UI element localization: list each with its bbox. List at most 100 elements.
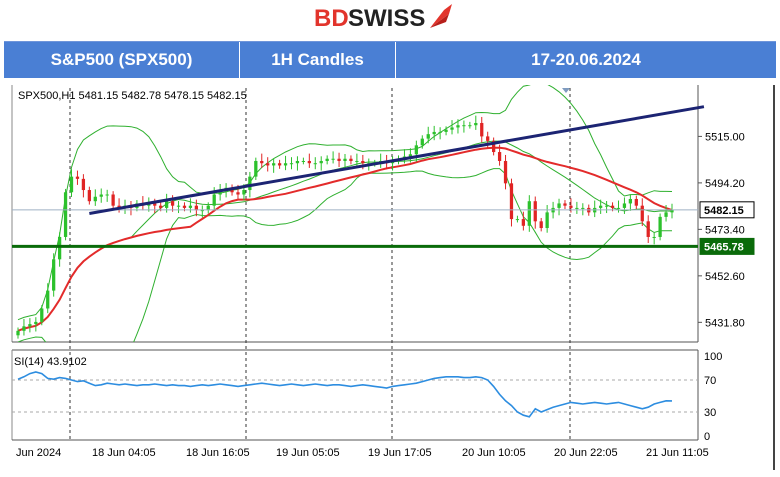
price-tick-label: 5515.00 bbox=[705, 131, 745, 143]
candle-body bbox=[165, 201, 169, 208]
candle-body bbox=[545, 212, 549, 229]
header-banner: S&P500 (SPX500) 1H Candles 17-20.06.2024 bbox=[4, 41, 776, 78]
candle-body bbox=[277, 163, 282, 166]
candle-body bbox=[474, 122, 478, 126]
candle-body bbox=[153, 203, 157, 206]
candle-body bbox=[408, 154, 413, 157]
candle-body bbox=[343, 158, 347, 161]
candle-body bbox=[575, 207, 579, 209]
candle-body bbox=[57, 236, 62, 260]
candle-body bbox=[99, 194, 103, 197]
time-tick-label: 18 Jun 04:05 bbox=[92, 447, 156, 459]
candle-body bbox=[16, 330, 20, 336]
rsi-tick-label: 100 bbox=[704, 351, 722, 363]
candle-body bbox=[63, 192, 68, 237]
trendline bbox=[89, 105, 705, 215]
candle-body bbox=[539, 221, 543, 229]
candle-body bbox=[283, 163, 288, 166]
logo-flag-icon bbox=[430, 4, 452, 28]
rsi-line bbox=[17, 371, 673, 418]
support-price-tag bbox=[699, 237, 755, 255]
logo-text-swiss: SWISS bbox=[348, 5, 425, 32]
candle-body bbox=[22, 326, 26, 331]
candle-body bbox=[361, 160, 365, 164]
logo-text-bd: BD bbox=[314, 5, 349, 32]
time-tick-label: 20 Jun 22:05 bbox=[554, 447, 618, 459]
price-tick-label: 5452.60 bbox=[705, 271, 745, 283]
time-tick-label: Jun 2024 bbox=[16, 447, 61, 459]
timeframe-title: 1H Candles bbox=[240, 42, 396, 78]
candle-body bbox=[28, 324, 32, 327]
candle-body bbox=[581, 207, 585, 209]
candle-body bbox=[468, 125, 472, 127]
price-tick-label: 5473.40 bbox=[705, 224, 745, 236]
candle-body bbox=[194, 205, 198, 211]
candle-body bbox=[569, 205, 573, 208]
price-tags: 5482.15 5465.78 bbox=[699, 201, 755, 255]
candle-body bbox=[622, 203, 627, 208]
rsi-indicator: 100 70 30 0 bbox=[12, 351, 722, 443]
candle-body bbox=[159, 205, 163, 208]
rsi-tick-label: 70 bbox=[704, 375, 716, 387]
candle-body bbox=[301, 160, 306, 162]
rsi-label: SI(14) 43.9102 bbox=[14, 356, 87, 368]
candle-body bbox=[503, 160, 508, 184]
candle-body bbox=[81, 178, 86, 191]
candle-body bbox=[170, 201, 175, 206]
candle-body bbox=[307, 160, 311, 164]
candle-body bbox=[266, 163, 270, 166]
moving-average-line bbox=[17, 146, 673, 332]
candle-body bbox=[527, 201, 531, 226]
candle-body bbox=[450, 127, 454, 130]
candle-body bbox=[34, 321, 38, 325]
time-tick-label: 18 Jun 16:05 bbox=[186, 447, 250, 459]
candle-body bbox=[87, 190, 91, 202]
candle-body bbox=[313, 163, 317, 165]
candle-body bbox=[414, 145, 418, 155]
candle-body bbox=[515, 219, 520, 221]
time-tick-label: 19 Jun 05:05 bbox=[276, 447, 340, 459]
candle-body bbox=[248, 176, 252, 191]
candle-body bbox=[272, 163, 276, 166]
candle-body bbox=[480, 122, 484, 137]
candle-body bbox=[206, 205, 210, 211]
candle-body bbox=[111, 194, 115, 206]
candle-body bbox=[616, 207, 621, 209]
current-price-tag bbox=[699, 201, 755, 219]
candle-body bbox=[628, 198, 633, 204]
candle-body bbox=[260, 160, 264, 164]
candle-body bbox=[75, 176, 80, 179]
time-axis: Jun 2024 18 Jun 04:05 18 Jun 16:05 19 Jun 0… bbox=[16, 447, 709, 459]
candle-body bbox=[557, 203, 561, 208]
candle-body bbox=[438, 131, 442, 133]
time-tick-label: 19 Jun 17:05 bbox=[368, 447, 432, 459]
candle-body bbox=[640, 205, 644, 222]
candle-body bbox=[188, 205, 193, 208]
candle-body bbox=[46, 290, 50, 309]
candle-body bbox=[337, 158, 341, 161]
candle-body bbox=[236, 192, 240, 195]
candle-body bbox=[117, 205, 121, 208]
price-chart: 5515.00 5494.20 5473.40 5452.60 5431.80 5482… bbox=[0, 80, 780, 477]
logo-flag-shade-icon bbox=[430, 14, 449, 28]
price-axis: 5515.00 5494.20 5473.40 5452.60 5431.80 bbox=[698, 131, 745, 329]
candle-body bbox=[242, 190, 246, 195]
candle-body bbox=[604, 205, 609, 207]
candle-body bbox=[563, 203, 567, 206]
candle-body bbox=[182, 205, 187, 208]
bollinger-upper-line bbox=[17, 85, 673, 321]
bdswiss-logo: BD SWISS bbox=[314, 4, 452, 32]
period-marker-icon bbox=[562, 88, 570, 93]
candle-body bbox=[254, 160, 258, 177]
symbol-ohlc-label: SPX500,H1 5481.15 5482.78 5478.15 5482.1… bbox=[18, 90, 247, 102]
candle-body bbox=[355, 160, 359, 162]
time-tick-label: 21 Jun 11:05 bbox=[646, 447, 709, 459]
candle-body bbox=[486, 136, 490, 141]
vertical-gridlines bbox=[69, 88, 571, 440]
candle-body bbox=[426, 134, 430, 139]
candle-body bbox=[212, 194, 216, 206]
candle-body bbox=[533, 201, 537, 222]
horizontal-lines bbox=[12, 209, 698, 248]
candle-body bbox=[492, 140, 496, 153]
moving-average bbox=[17, 146, 673, 332]
